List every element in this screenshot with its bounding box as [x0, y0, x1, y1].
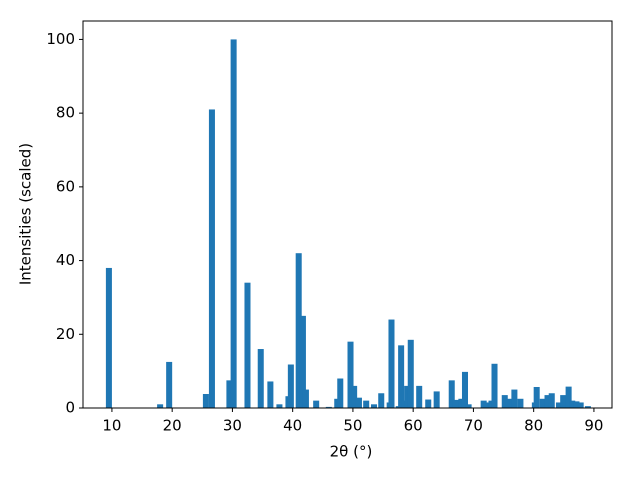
- x-tick-label: 70: [464, 417, 483, 435]
- bar: [548, 393, 555, 408]
- bar: [295, 253, 302, 408]
- bar: [501, 395, 508, 408]
- y-tick-label: 100: [46, 30, 75, 48]
- bar: [325, 406, 332, 408]
- bar: [230, 39, 237, 409]
- y-tick-label: 60: [56, 177, 75, 195]
- bar: [416, 385, 423, 408]
- bar: [480, 400, 487, 408]
- bar: [533, 386, 540, 408]
- bar: [569, 400, 576, 408]
- y-tick-label: 80: [56, 104, 75, 122]
- bar: [491, 363, 498, 408]
- bar: [555, 402, 562, 408]
- bar: [425, 399, 432, 408]
- bar: [244, 282, 251, 408]
- y-tick-label: 20: [56, 325, 75, 343]
- bar: [299, 315, 306, 408]
- bar: [544, 395, 551, 408]
- bar: [276, 404, 283, 408]
- bar: [157, 404, 164, 408]
- bar: [461, 371, 469, 408]
- x-tick-label: 90: [584, 417, 603, 435]
- bar: [337, 378, 344, 408]
- plot-frame: [82, 20, 613, 409]
- bar: [448, 380, 455, 408]
- x-axis-label: 2θ (°): [330, 443, 373, 461]
- bar: [267, 381, 274, 408]
- bar: [166, 361, 173, 408]
- bar: [287, 364, 294, 408]
- bar: [539, 398, 546, 408]
- bar: [560, 395, 567, 408]
- bar: [347, 341, 354, 408]
- bar: [378, 393, 385, 408]
- bar: [565, 386, 572, 408]
- bar: [517, 398, 524, 408]
- bar: [208, 109, 215, 408]
- bar: [355, 397, 362, 408]
- bar: [458, 398, 465, 408]
- bar: [105, 267, 112, 408]
- x-tick-label: 80: [524, 417, 543, 435]
- bar: [488, 400, 495, 408]
- bar: [398, 345, 405, 408]
- y-tick-label: 0: [65, 399, 75, 417]
- x-tick-label: 10: [102, 417, 121, 435]
- bar: [452, 399, 459, 408]
- bar: [302, 389, 309, 408]
- bar: [584, 406, 591, 408]
- bar: [577, 402, 584, 408]
- bar: [257, 349, 264, 408]
- x-tick-label: 40: [283, 417, 302, 435]
- x-tick-label: 50: [343, 417, 362, 435]
- x-tick-label: 60: [404, 417, 423, 435]
- y-axis-label: Intensities (scaled): [17, 143, 35, 285]
- y-tick-label: 40: [56, 251, 75, 269]
- bar: [465, 404, 472, 408]
- bar: [202, 393, 209, 408]
- x-tick-label: 20: [163, 417, 182, 435]
- bar: [370, 404, 378, 408]
- bar: [313, 400, 320, 408]
- bar: [505, 398, 512, 408]
- bar: [404, 385, 411, 408]
- bar: [407, 339, 414, 408]
- bar: [484, 402, 491, 408]
- bar: [433, 391, 440, 408]
- bar: [573, 401, 580, 408]
- bar: [226, 380, 233, 408]
- x-tick-label: 30: [223, 417, 242, 435]
- bar: [511, 389, 518, 408]
- bar: [351, 385, 358, 408]
- bar: [363, 400, 370, 408]
- bar: [334, 398, 341, 408]
- bar: [388, 319, 395, 408]
